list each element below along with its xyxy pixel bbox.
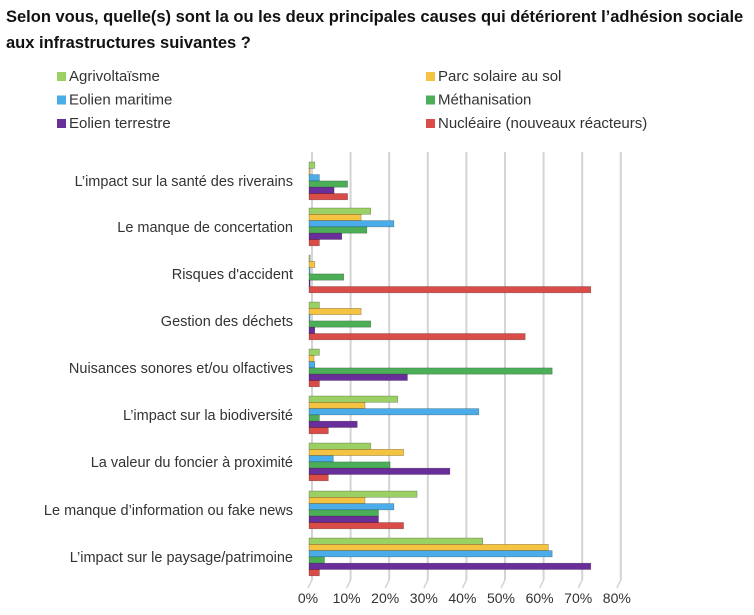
bar: [308, 168, 311, 175]
bar: [308, 496, 366, 504]
category-label: La valeur du foncier à proximité: [91, 455, 293, 471]
bar: [308, 220, 395, 228]
legend-swatch: [57, 95, 66, 105]
category-label: L’impact sur la santé des riverains: [75, 174, 293, 190]
category-label: Nuisances sonores et/ou olfactives: [69, 361, 293, 377]
category-label: Le manque d’information ou fake news: [44, 503, 293, 519]
bar: [308, 367, 553, 375]
gridline-foot: [384, 579, 390, 589]
gridline-foot: [538, 579, 545, 589]
bar: [308, 232, 343, 240]
bar: [308, 361, 316, 369]
legend-label: Eolien terrestre: [69, 115, 171, 132]
bar: [308, 408, 480, 416]
gridline-foot: [345, 579, 352, 589]
bar: [308, 509, 379, 517]
legend-label: Nucléaire (nouveaux réacteurs): [438, 115, 647, 132]
bar: [308, 414, 320, 422]
category-label: Le manque de concertation: [117, 220, 293, 236]
bar: [308, 474, 329, 482]
bar: [308, 320, 372, 328]
bar: [308, 186, 335, 194]
legend-label: Agrivoltaïsme: [69, 68, 160, 85]
category-label: L’impact sur le paysage/patrimoine: [70, 550, 293, 566]
bar: [308, 180, 348, 188]
gridline-foot: [423, 579, 429, 589]
x-tick-label: 30%: [410, 590, 438, 606]
x-tick-label: 10%: [333, 590, 361, 606]
bar: [308, 207, 372, 215]
bar: [308, 260, 316, 268]
bar: [308, 286, 592, 294]
bar: [308, 279, 311, 287]
bar: [308, 239, 320, 247]
bar: [308, 226, 368, 234]
bar: [308, 537, 483, 545]
bar: [308, 467, 451, 475]
gridline-foot: [500, 579, 506, 589]
legend-swatch: [57, 119, 66, 128]
bar: [308, 427, 329, 435]
legend-swatch: [426, 95, 435, 105]
bar: [308, 254, 311, 262]
bar: [308, 174, 320, 182]
bar: [308, 550, 553, 558]
x-tick-label: 60%: [526, 590, 554, 606]
gridline-foot: [616, 579, 622, 589]
x-tick-label: 0%: [298, 590, 318, 606]
bar: [308, 442, 372, 450]
bar: [308, 455, 334, 463]
bar: [308, 522, 404, 530]
bar: [308, 503, 395, 511]
bar: [308, 420, 358, 428]
category-label: Gestion des déchets: [161, 314, 293, 330]
bar: [308, 448, 404, 456]
bar: [308, 214, 362, 221]
gridline-foot: [461, 579, 468, 589]
bar: [308, 161, 316, 169]
x-tick-label: 70%: [564, 590, 592, 606]
legend-label: Méthanisation: [438, 92, 531, 109]
bar: [308, 301, 320, 309]
bar: [308, 380, 320, 388]
legend-label: Eolien maritime: [69, 92, 172, 109]
bar: [308, 461, 391, 469]
bar: [308, 193, 348, 201]
bar: [308, 515, 379, 523]
legend-swatch: [426, 72, 435, 81]
category-label: Risques d'accident: [172, 267, 293, 283]
bar: [308, 395, 399, 403]
bar: [308, 348, 320, 356]
gridline-foot: [577, 579, 583, 589]
x-tick-label: 80%: [603, 590, 631, 606]
legend-swatch: [426, 119, 435, 128]
x-tick-label: 20%: [371, 590, 399, 606]
gridline-foot: [307, 579, 313, 589]
bar: [308, 326, 316, 334]
bar: [308, 373, 408, 381]
legend-label: Parc solaire au sol: [438, 68, 561, 85]
x-tick-label: 40%: [448, 590, 476, 606]
bar: [308, 273, 345, 281]
category-label: L’impact sur la biodiversité: [123, 408, 293, 424]
bar: [308, 569, 320, 577]
bar: [308, 556, 325, 564]
bar: [308, 401, 366, 409]
bar: [308, 314, 311, 322]
bar: [308, 562, 592, 570]
bar: [308, 490, 418, 498]
bar: [308, 267, 311, 275]
chart-title: Selon vous, quelle(s) sont la ou les deu…: [6, 8, 744, 52]
bar: [308, 543, 549, 551]
bar: [308, 307, 362, 315]
x-tick-label: 50%: [487, 590, 515, 606]
bar: [308, 354, 315, 362]
legend-swatch: [57, 72, 66, 81]
bar: [308, 333, 526, 341]
